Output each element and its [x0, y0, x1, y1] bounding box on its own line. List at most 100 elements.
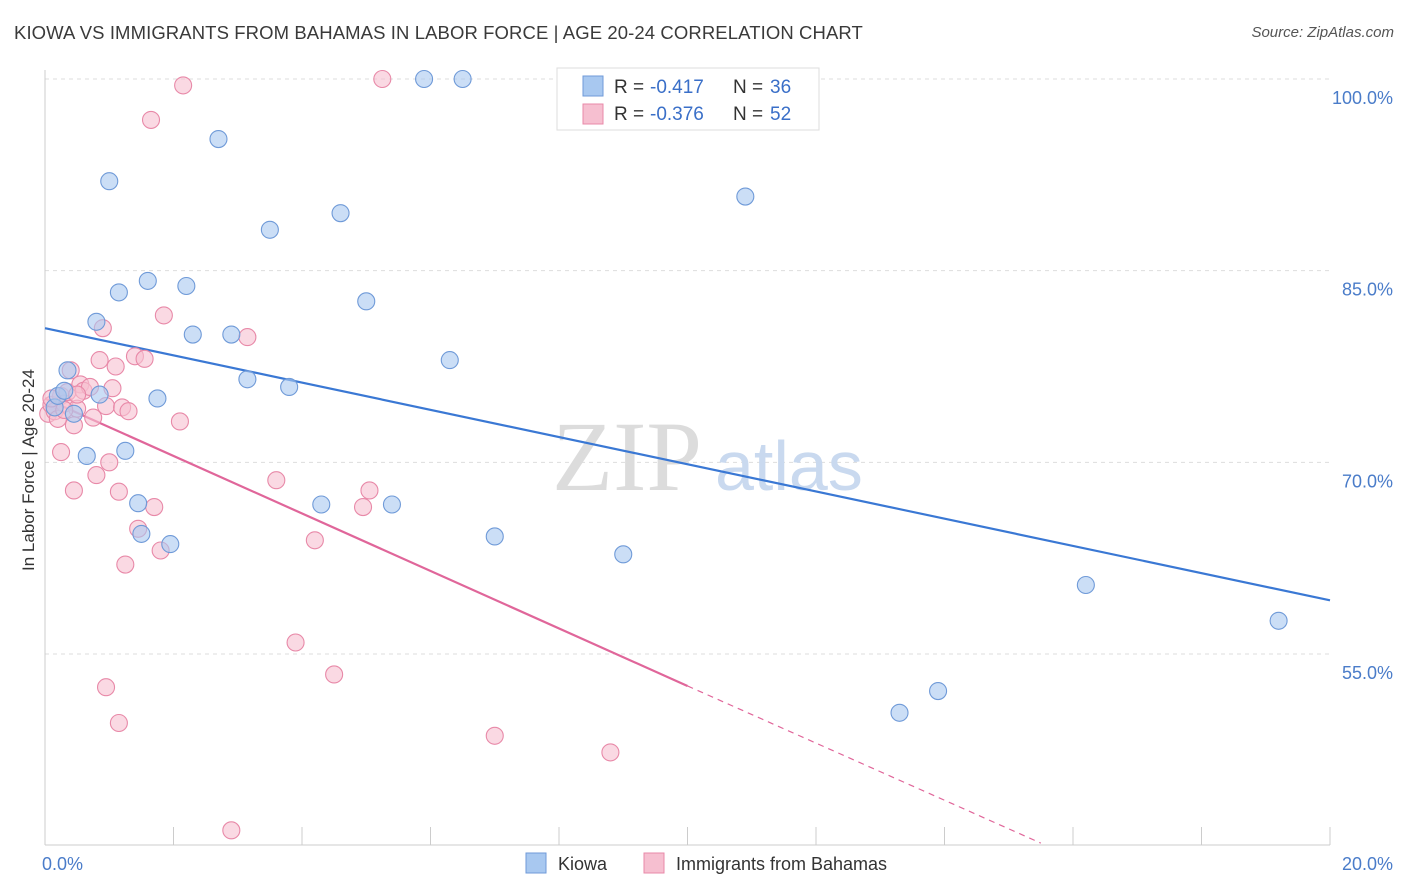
data-point-bahamas — [286, 633, 305, 652]
data-point-kiowa — [55, 381, 74, 400]
data-point-kiowa — [129, 494, 148, 513]
data-point-kiowa — [260, 220, 279, 239]
data-point-kiowa — [485, 527, 504, 546]
data-point-bahamas — [52, 443, 71, 462]
y-tick-label: 70.0% — [1342, 471, 1393, 491]
data-point-bahamas — [141, 110, 161, 129]
data-point-kiowa — [614, 545, 633, 564]
data-point-bahamas — [305, 531, 324, 550]
trend-line-1 — [44, 397, 688, 687]
data-point-kiowa — [64, 404, 83, 423]
y-tick-label: 85.0% — [1342, 280, 1393, 300]
data-point-bahamas — [109, 713, 128, 733]
data-point-bahamas — [485, 726, 504, 745]
legend-n-value-bahamas: 52 — [770, 104, 791, 125]
data-point-bahamas — [90, 351, 109, 370]
data-point-bahamas — [170, 412, 189, 431]
series-legend: Kiowa Immigrants from Bahamas — [525, 852, 887, 874]
data-point-kiowa — [132, 524, 151, 543]
data-points — [39, 69, 1288, 840]
data-point-bahamas — [174, 76, 193, 95]
legend-r-value-kiowa: -0.417 — [650, 77, 704, 98]
data-point-kiowa — [109, 283, 128, 302]
stats-legend: R = -0.417 N = 36 R = -0.376 N = 52 — [556, 67, 820, 131]
data-point-kiowa — [890, 703, 909, 722]
legend-swatch-kiowa — [582, 75, 604, 97]
y-tick-label: 55.0% — [1342, 663, 1393, 683]
data-point-bahamas — [100, 453, 119, 472]
data-point-bahamas — [87, 466, 106, 485]
series-legend-label-kiowa: Kiowa — [558, 854, 608, 874]
y-tick-label: 100.0% — [1332, 88, 1393, 108]
trend-lines — [44, 327, 1331, 844]
data-point-bahamas — [325, 665, 344, 684]
data-point-bahamas — [96, 678, 116, 697]
legend-n-label-bahamas: N = — [733, 104, 763, 125]
data-point-bahamas — [145, 498, 164, 517]
chart-title: KIOWA VS IMMIGRANTS FROM BAHAMAS IN LABO… — [14, 22, 863, 43]
axes — [44, 70, 1331, 846]
trend-line-extension-1 — [687, 685, 1042, 844]
data-point-kiowa — [382, 495, 402, 514]
series-legend-swatch-kiowa — [525, 852, 547, 874]
data-point-bahamas — [360, 481, 379, 500]
data-point-kiowa — [929, 682, 948, 701]
data-point-kiowa — [87, 312, 106, 331]
data-point-kiowa — [58, 361, 77, 380]
data-point-bahamas — [109, 482, 128, 501]
watermark-atlas: atlas — [715, 427, 863, 505]
data-point-kiowa — [736, 187, 755, 206]
data-point-bahamas — [119, 402, 138, 421]
data-point-kiowa — [90, 385, 109, 404]
chart-source: Source: ZipAtlas.com — [1251, 24, 1394, 41]
legend-r-value-bahamas: -0.376 — [650, 104, 704, 125]
data-point-kiowa — [238, 370, 257, 389]
data-point-kiowa — [280, 377, 299, 396]
series-legend-swatch-bahamas — [643, 852, 665, 874]
x-tick-label: 0.0% — [42, 854, 83, 874]
data-point-kiowa — [312, 495, 331, 514]
y-axis-label: In Labor Force | Age 20-24 — [19, 369, 38, 571]
data-point-bahamas — [106, 357, 125, 376]
tick-labels: 100.0% 85.0% 70.0% 55.0% 0.0% 20.0% — [42, 88, 1393, 874]
data-point-kiowa — [415, 69, 434, 89]
legend-n-value-kiowa: 36 — [770, 77, 791, 98]
data-point-kiowa — [209, 130, 228, 149]
data-point-kiowa — [357, 292, 376, 311]
data-point-kiowa — [161, 535, 180, 554]
data-point-bahamas — [222, 821, 241, 840]
series-legend-label-bahamas: Immigrants from Bahamas — [676, 854, 887, 874]
grid-lines — [45, 78, 1330, 655]
data-point-kiowa — [77, 446, 96, 465]
data-point-bahamas — [373, 69, 392, 89]
data-point-bahamas — [64, 481, 83, 500]
data-point-bahamas — [84, 408, 103, 427]
legend-n-label-kiowa: N = — [733, 77, 763, 98]
watermark-zip: ZIP — [552, 401, 702, 512]
data-point-kiowa — [183, 325, 202, 344]
data-point-kiowa — [222, 325, 241, 344]
data-point-kiowa — [138, 271, 157, 290]
data-point-bahamas — [601, 743, 620, 762]
data-point-kiowa — [116, 441, 135, 460]
legend-r-label-bahamas: R = — [614, 104, 644, 125]
data-point-kiowa — [331, 204, 350, 223]
data-point-kiowa — [148, 389, 167, 408]
trend-line-0 — [44, 327, 1331, 602]
data-point-kiowa — [177, 276, 196, 296]
data-point-kiowa — [1076, 575, 1095, 595]
data-point-kiowa — [1269, 611, 1288, 630]
data-point-bahamas — [238, 328, 257, 347]
x-tick-label: 20.0% — [1342, 854, 1393, 874]
data-point-bahamas — [353, 498, 373, 517]
data-point-bahamas — [267, 471, 286, 490]
data-point-kiowa — [100, 172, 119, 191]
data-point-kiowa — [453, 69, 472, 89]
data-point-bahamas — [135, 349, 154, 368]
data-point-bahamas — [154, 306, 173, 325]
data-point-bahamas — [116, 555, 135, 574]
legend-swatch-bahamas — [582, 103, 604, 125]
legend-r-label-kiowa: R = — [614, 77, 644, 98]
data-point-kiowa — [440, 351, 459, 370]
